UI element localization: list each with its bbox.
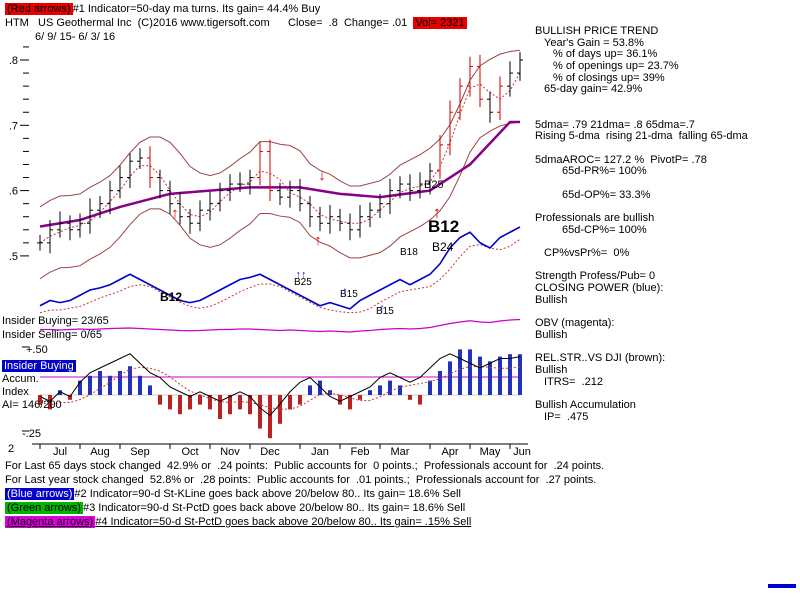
svg-text:Mar: Mar [391, 446, 410, 458]
footer-line: For Last 65 days stock changed 42.9% or … [5, 459, 604, 473]
analysis-spacer [535, 143, 748, 155]
analysis-line: 65-day gain= 42.9% [544, 83, 643, 96]
title-text: HTM US Geothermal Inc (C)2016 www.tigers… [5, 17, 414, 29]
date-range: 6/ 9/ 15- 6/ 3/ 16 [35, 31, 116, 43]
analysis-line: Bullish [535, 363, 568, 376]
svg-text:↑↑: ↑↑ [296, 269, 307, 281]
footer-text: For Last 65 days stock changed 42.9% or … [5, 460, 605, 472]
analysis-line: IP= .475 [544, 410, 589, 423]
analysis-line: ITRS= .212 [544, 375, 604, 388]
footer-text: #3 Indicator=90-d St-PctD goes back abov… [82, 502, 466, 514]
analysis-line: BULLISH PRICE TREND [535, 25, 659, 37]
svg-text:Jan: Jan [311, 446, 329, 458]
svg-text:Dec: Dec [260, 446, 280, 458]
indicator1-text: #1 Indicator=50-day ma turns. Its gain= … [72, 3, 321, 15]
svg-text:B15: B15 [376, 306, 394, 317]
analysis-line: % of openings up= 23.7% [553, 60, 679, 73]
analysis-line: Year's Gain = 53.8% [544, 36, 644, 49]
svg-text:B18: B18 [400, 247, 418, 258]
title-line: HTM US Geothermal Inc (C)2016 www.tigers… [5, 17, 467, 29]
analysis-spacer [535, 178, 748, 190]
analysis-line: REL.STR..VS DJI (brown): [535, 352, 666, 365]
analysis-spacer [535, 108, 748, 120]
footer-text: #4 Indicator=50-d St-PctD goes back abov… [95, 516, 472, 528]
svg-text:B24: B24 [432, 240, 454, 254]
svg-text:Apr: Apr [441, 446, 458, 458]
analysis-line: 65d-CP%= 100% [562, 223, 647, 236]
svg-text:.6: .6 [9, 186, 18, 198]
footer-line: (Green arrows) #3 Indicator=90-d St-PctD … [5, 501, 604, 515]
analysis-line: Bullish Accumulation [535, 399, 636, 411]
svg-text:↑: ↑ [379, 301, 385, 315]
chart-svg: ↑↓↑↑↑↑↑↑B25B12B24B18B25B15B15B12.8.7.6.5… [9, 46, 531, 458]
accum-scale-minus: -.25 [22, 428, 41, 440]
analysis-panel: BULLISH PRICE TREND Year's Gain = 53.8%% … [535, 25, 748, 423]
analysis-line: 5dma= .79 21dma= .8 65dma=.7 [535, 118, 695, 131]
svg-text:B12: B12 [428, 217, 459, 236]
accum-label: Accum. [2, 373, 39, 385]
analysis-line: Bullish [535, 293, 568, 306]
svg-text:↑: ↑ [314, 232, 322, 249]
summary-footer: For Last 65 days stock changed 42.9% or … [5, 459, 604, 529]
analysis-line: OBV (magenta): [535, 317, 615, 330]
svg-text:Jun: Jun [513, 446, 531, 458]
svg-text:Feb: Feb [351, 446, 370, 458]
footer-line: (Magenta arrows) #4 Indicator=50-d St-Pct… [5, 515, 604, 529]
blue-arrows-tag: (Blue arrows) [5, 488, 75, 500]
svg-text:↓: ↓ [318, 167, 326, 184]
analysis-spacer [535, 96, 748, 108]
ai-value: AI= 146/200 [2, 399, 62, 411]
analysis-line: Professionals are bullish [535, 212, 655, 224]
svg-text:B25: B25 [294, 277, 312, 288]
analysis-line: 65d-OP%= 33.3% [562, 188, 651, 201]
svg-text:↑: ↑ [342, 284, 348, 298]
insider-buying-tag: Insider Buying [2, 360, 76, 372]
insider-selling-count: Insider Selling= 0/65 [2, 329, 102, 341]
analysis-line: % of closings up= 39% [553, 71, 665, 84]
analysis-line: 5dmaAROC= 127.2 % PivotP= .78 [535, 153, 707, 166]
svg-text:May: May [480, 446, 501, 458]
index-label: Index [2, 386, 29, 398]
svg-text:.8: .8 [9, 55, 18, 67]
analysis-line: CP%vsPr%= 0% [544, 247, 630, 260]
analysis-line: Bullish [535, 328, 568, 341]
bottom-blue-mark [768, 584, 796, 588]
analysis-line: CLOSING POWER (blue): [535, 282, 664, 295]
svg-text:Aug: Aug [90, 446, 110, 458]
svg-text:B12: B12 [160, 290, 182, 304]
svg-text:.7: .7 [9, 120, 18, 132]
svg-text:.5: .5 [9, 251, 18, 263]
analysis-line: % of days up= 36.1% [553, 48, 658, 61]
svg-text:↑: ↑ [433, 203, 442, 222]
svg-text:Sep: Sep [130, 446, 150, 458]
green-arrows-tag: (Green arrows) [5, 502, 83, 514]
svg-text:Nov: Nov [220, 446, 240, 458]
footer-text: #2 Indicator=90-d St-KLine goes back abo… [74, 488, 461, 500]
magenta-arrows-tag: (Magenta arrows) [5, 516, 96, 528]
svg-text:↑: ↑ [171, 205, 179, 222]
footer-line: (Blue arrows) #2 Indicator=90-d St-KLine … [5, 487, 604, 501]
svg-text:B15: B15 [340, 289, 358, 300]
accum-scale-plus: +.50 [26, 344, 48, 356]
volume-badge: Vol= 2321 [413, 17, 467, 29]
svg-text:B25: B25 [424, 179, 444, 191]
footer-text: For Last year stock changed 52.8% or .28… [5, 474, 597, 486]
insider-buying-count: Insider Buying= 23/65 [2, 315, 109, 327]
indicator1-line: (Red arrows) #1 Indicator=50-day ma turns… [5, 3, 320, 15]
analysis-line: Rising 5-dma rising 21-dma falling 65-dm… [535, 130, 748, 143]
axis-corner-label: 2 [8, 443, 15, 455]
svg-text:Oct: Oct [181, 446, 198, 458]
svg-text:Jul: Jul [53, 446, 67, 458]
analysis-line: 65d-PR%= 100% [562, 165, 647, 178]
footer-line: For Last year stock changed 52.8% or .28… [5, 473, 604, 487]
red-arrows-tag: (Red arrows) [5, 3, 73, 15]
analysis-line: Strength Profess/Pub= 0 [535, 270, 656, 283]
